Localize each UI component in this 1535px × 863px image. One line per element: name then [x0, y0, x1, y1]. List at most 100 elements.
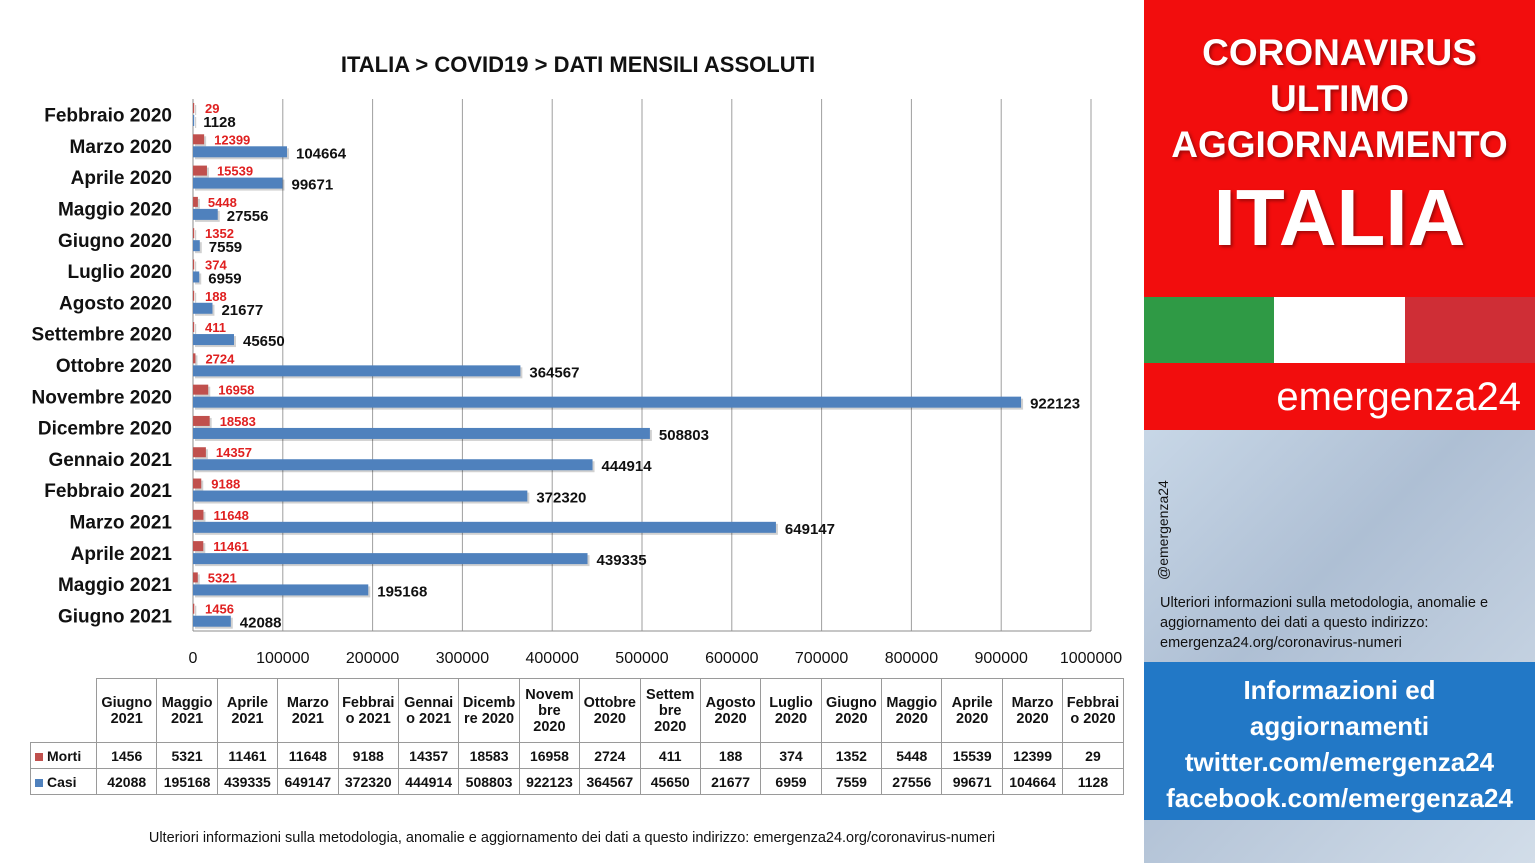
bar-casi: [193, 365, 521, 377]
data-label-casi: 27556: [227, 208, 269, 225]
headline-panel: CORONAVIRUS ULTIMO AGGIORNAMENTO ITALIA: [1144, 0, 1535, 297]
bar-morti: [193, 415, 210, 426]
bar-shadow: [195, 292, 197, 303]
x-tick-label: 500000: [615, 650, 668, 667]
table-column-header: Gennai o 2021: [397, 678, 460, 743]
legend-cell: Casi: [30, 768, 97, 795]
data-label-morti: 16958: [218, 383, 254, 398]
legend-key: [35, 778, 43, 787]
table-cell: 364567: [579, 768, 641, 795]
column-header-line: Maggio: [161, 694, 213, 711]
y-category-label: Maggio 2021: [58, 575, 172, 596]
column-header-line: Marzo: [1011, 694, 1054, 711]
table-column-header: Settem bre 2020: [639, 678, 701, 743]
headline-line-3: AGGIORNAMENTO: [1171, 124, 1508, 165]
data-label-morti: 2724: [205, 351, 235, 366]
data-label-morti: 14357: [216, 445, 252, 460]
column-header-line: 2020: [774, 710, 808, 727]
chart-panel: ITALIA > COVID19 > DATI MENSILI ASSOLUTI…: [30, 52, 1124, 846]
data-label-casi: 104664: [296, 145, 347, 162]
column-header-line: Luglio: [769, 694, 813, 711]
table-column-header: Aprile 2020: [941, 678, 1003, 743]
facebook-link[interactable]: facebook.com/emergenza24: [1166, 783, 1513, 813]
bar-casi: [193, 427, 650, 439]
twitter-link[interactable]: twitter.com/emergenza24: [1184, 747, 1495, 777]
data-label-casi: 21677: [221, 302, 263, 319]
bar-shadow: [195, 605, 197, 616]
table-cell: 374: [760, 742, 822, 769]
data-label-morti: 188: [205, 289, 227, 304]
info-box: Informazioni ed aggiornamenti twitter.co…: [1144, 662, 1535, 820]
table-cell: 11648: [277, 742, 339, 769]
x-tick-label: 100000: [256, 650, 309, 667]
column-header-line: 2021: [231, 710, 264, 727]
table-column-header: Aprile 2021: [216, 678, 279, 743]
bar-morti: [193, 134, 205, 145]
info-line-2: aggiornamenti: [1249, 711, 1430, 741]
table-cell: 1352: [820, 742, 883, 769]
info-line-1: Informazioni ed: [1243, 675, 1436, 705]
column-header-line: 2020: [714, 710, 747, 727]
table-cell: 6959: [760, 768, 822, 795]
table-column-header: Maggio 2021: [156, 678, 218, 743]
bar-casi: [193, 271, 200, 283]
table-header-row: Giugno 2021 Maggio 2021 Aprile 2021 Marzo 2021 F…: [30, 678, 1124, 743]
table-column-header: Ottobre 2020: [579, 678, 641, 743]
chart-title: ITALIA > COVID19 > DATI MENSILI ASSOLUTI: [341, 52, 815, 77]
bar-casi: [193, 584, 369, 596]
data-label-casi: 7559: [209, 239, 242, 256]
x-tick-label: 600000: [705, 650, 758, 667]
y-category-label: Novembre 2020: [32, 387, 172, 408]
data-label-morti: 374: [205, 257, 227, 272]
brand-name: emergenza24: [1276, 375, 1521, 419]
column-header-line: Gennai: [404, 694, 454, 711]
column-header-line: Dicemb: [462, 694, 516, 711]
bar-casi: [193, 490, 528, 502]
table-cell: 5448: [881, 742, 943, 769]
column-header-line: Ottobre: [583, 694, 636, 711]
data-label-casi: 6959: [208, 270, 241, 287]
column-header-line: 2021: [170, 710, 204, 727]
table-cell: 104664: [1001, 768, 1064, 795]
bar-casi: [193, 240, 200, 252]
table-corner: [30, 678, 97, 743]
bar-chart: ITALIA > COVID19 > DATI MENSILI ASSOLUTI…: [32, 52, 1123, 667]
data-label-morti: 18583: [220, 414, 256, 429]
data-table: Giugno 2021 Maggio 2021 Aprile 2021 Marzo 2021 F…: [30, 678, 1124, 795]
headline-line-1: CORONAVIRUS: [1202, 32, 1477, 73]
table-cell: 508803: [458, 768, 520, 795]
headline-line-2: ULTIMO: [1269, 78, 1410, 119]
bar-morti: [193, 103, 195, 113]
country-title: ITALIA: [1213, 173, 1466, 262]
methodology-note: Ulteriori informazioni sulla metodologia…: [1160, 595, 1489, 651]
table-cell: 18583: [458, 742, 520, 769]
data-label-morti: 9188: [211, 477, 240, 492]
column-header-line: re 2020: [464, 710, 515, 727]
x-tick-label: 200000: [346, 650, 399, 667]
table-column-header: Novem bre 2020: [518, 678, 581, 743]
data-label-morti: 29: [205, 101, 219, 116]
table-cell: 372320: [337, 768, 399, 795]
y-category-label: Dicembre 2020: [38, 419, 172, 440]
table-cell: 188: [699, 742, 762, 769]
bar-morti: [193, 196, 198, 207]
column-header-line: Novem: [525, 686, 574, 703]
table-column-header: Giugno 2020: [820, 678, 883, 743]
column-header-line: Agosto: [705, 694, 756, 711]
data-label-casi: 42088: [240, 615, 282, 632]
flag-red-stripe: [1404, 297, 1535, 363]
table-cell: 1456: [95, 742, 158, 769]
legend-cell: Morti: [30, 742, 97, 769]
column-header-line: bre: [658, 702, 682, 719]
bar-shadow: [195, 117, 197, 128]
bar-shadow: [195, 355, 198, 366]
y-category-label: Aprile 2021: [71, 544, 173, 565]
column-header-line: Marzo: [286, 694, 329, 711]
bar-casi: [193, 396, 1022, 408]
data-label-casi: 45650: [243, 333, 285, 350]
y-category-label: Settembre 2020: [32, 325, 172, 346]
y-category-label: Maggio 2020: [58, 200, 172, 221]
y-category-label: Giugno 2021: [58, 606, 172, 627]
column-header-line: 2020: [835, 710, 868, 727]
y-category-label: Luglio 2020: [67, 262, 172, 283]
